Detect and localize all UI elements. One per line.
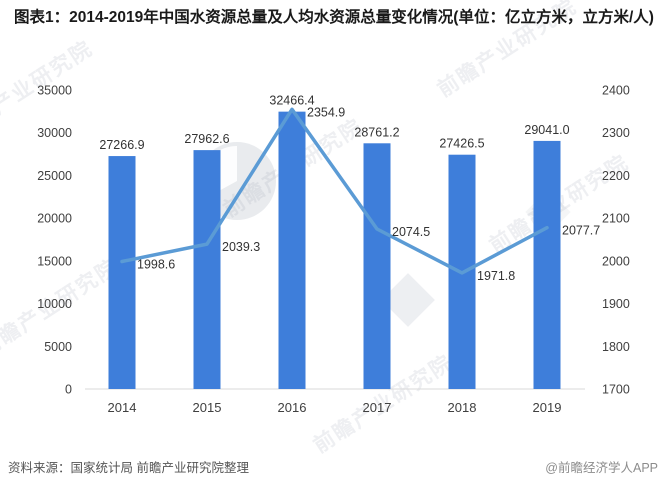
line-value-label: 1971.8	[477, 269, 515, 283]
right-axis-tick: 2300	[602, 126, 630, 140]
credit-note: @前瞻经济学人APP	[545, 461, 658, 475]
line-value-label: 2039.3	[222, 240, 260, 254]
right-axis-tick: 1700	[602, 383, 630, 397]
bar-2016	[278, 111, 306, 390]
line-value-label: 1998.6	[137, 257, 175, 271]
bar-2015	[193, 150, 221, 389]
left-axis-tick: 35000	[37, 84, 72, 98]
line-value-label: 2074.5	[392, 225, 430, 239]
right-axis-tick: 2100	[602, 212, 630, 226]
bar-value-label: 29041.0	[524, 123, 569, 137]
right-axis-tick: 2200	[602, 169, 630, 183]
left-axis-tick: 5000	[44, 340, 72, 354]
x-axis-label: 2015	[193, 400, 222, 415]
line-value-label: 2077.7	[562, 224, 600, 238]
line-series	[120, 107, 549, 275]
x-axis-label: 2016	[278, 400, 307, 415]
left-axis-tick: 20000	[37, 212, 72, 226]
bar-2019	[533, 140, 561, 389]
left-axis-tick: 10000	[37, 297, 72, 311]
right-axis-tick: 1800	[602, 340, 630, 354]
left-axis-tick: 0	[65, 383, 72, 397]
right-axis-tick: 2000	[602, 254, 630, 268]
bar-value-label: 27426.5	[439, 137, 484, 151]
chart-title: 图表1：2014-2019年中国水资源总量及人均水资源总量变化情况(单位：亿立方…	[14, 9, 654, 26]
left-axis-tick: 30000	[37, 126, 72, 140]
line-value-label: 2354.9	[307, 105, 345, 119]
bar-value-label: 27266.9	[99, 138, 144, 152]
bar-value-label: 27962.6	[184, 132, 229, 146]
x-axis-label: 2014	[108, 400, 137, 415]
x-axis-label: 2018	[448, 400, 477, 415]
bar-value-label: 32466.4	[269, 94, 314, 108]
left-axis-tick: 25000	[37, 169, 72, 183]
source-note: 资料来源：国家统计局 前瞻产业研究院整理	[8, 461, 249, 475]
x-axis-label: 2019	[533, 400, 562, 415]
bar-value-label: 28761.2	[354, 125, 399, 139]
x-axis-label: 2017	[363, 400, 392, 415]
right-axis-tick: 2400	[602, 84, 630, 98]
bar-2017	[363, 143, 391, 389]
left-axis-tick: 15000	[37, 254, 72, 268]
right-axis-tick: 1900	[602, 297, 630, 311]
bar-2014	[108, 156, 136, 389]
